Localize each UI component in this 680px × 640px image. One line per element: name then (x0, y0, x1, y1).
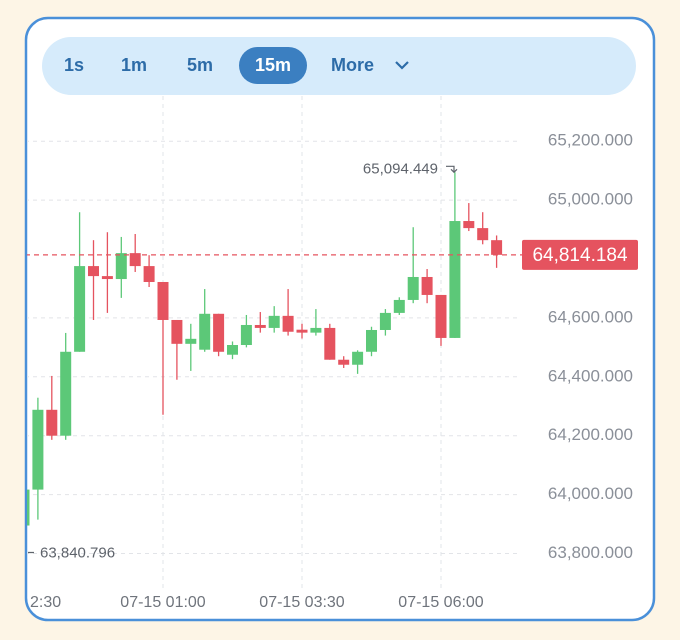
candle-body (254, 324, 266, 328)
candle-body (240, 324, 252, 346)
low-marker-label: 63,840.796 (40, 544, 115, 561)
y-tick-label: 64,000.000 (548, 484, 633, 503)
candle-body (171, 319, 183, 344)
candle-body (282, 315, 294, 332)
candle-body (435, 294, 447, 338)
candle-body (407, 276, 419, 300)
more-button[interactable]: More (331, 55, 374, 75)
candle-body (421, 276, 433, 295)
candle-body (101, 276, 113, 280)
y-tick-label: 64,200.000 (548, 425, 633, 444)
x-tick-label: 2:30 (30, 594, 61, 611)
last-price-label: 64,814.184 (532, 245, 628, 266)
candle-body (157, 281, 169, 320)
candle-body (393, 299, 405, 313)
candle-body (338, 359, 350, 365)
x-tick-label: 07-15 01:00 (120, 594, 206, 611)
active-interval-bg (239, 47, 307, 84)
x-tick-label: 07-15 06:00 (398, 594, 484, 611)
candle-body (491, 240, 503, 255)
candle-body (46, 409, 58, 436)
high-marker-arrow (446, 165, 458, 174)
candle-body (129, 253, 141, 267)
candle-body (268, 315, 280, 328)
candle-body (324, 327, 336, 360)
x-tick-label: 07-15 03:30 (259, 594, 345, 611)
y-tick-label: 63,800.000 (548, 543, 633, 562)
candle-body (477, 228, 489, 241)
high-marker-label: 65,094.449 (363, 160, 438, 177)
y-tick-label: 64,600.000 (548, 307, 633, 326)
candle-body (227, 345, 238, 355)
interval-button[interactable]: 5m (187, 55, 213, 75)
chevron (395, 61, 409, 70)
candle-body (463, 221, 475, 229)
candle-body (74, 266, 86, 352)
candle-body (352, 351, 364, 365)
y-tick-label: 65,200.000 (548, 131, 633, 150)
candle-body (60, 351, 72, 436)
candle-body (296, 329, 308, 333)
candle-body (213, 313, 225, 352)
candle-body (185, 338, 197, 344)
y-tick-label: 64,400.000 (548, 366, 633, 385)
interval-button[interactable]: 1m (121, 55, 147, 75)
candle-body (88, 266, 99, 277)
candle-body (310, 327, 322, 333)
y-tick-label: 65,000.000 (548, 190, 633, 209)
card (24, 16, 656, 622)
last-price-tag (522, 239, 638, 270)
interval-button[interactable]: 1s (64, 55, 84, 75)
candle-body (32, 409, 44, 490)
candle-body (366, 329, 377, 352)
candle-body (449, 221, 461, 338)
toolbar (42, 37, 636, 95)
candle-body (199, 313, 211, 350)
interval-button[interactable]: 15m (255, 55, 291, 75)
candle-body (379, 312, 391, 330)
candle-body (27, 489, 30, 526)
candle-body (115, 253, 127, 280)
candle-body (143, 266, 155, 282)
